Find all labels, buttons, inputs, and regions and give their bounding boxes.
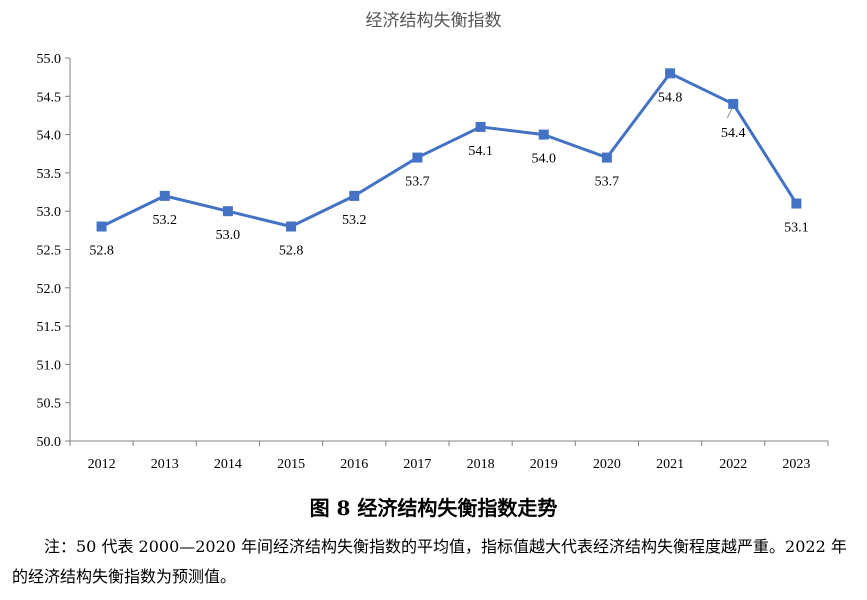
y-tick-label: 54.5 <box>37 90 62 105</box>
figure-caption: 图 8 经济结构失衡指数走势 <box>309 496 558 520</box>
data-point-marker <box>475 121 486 132</box>
y-tick-label: 52.0 <box>37 282 62 297</box>
footnote: 注：50 代表 2000—2020 年间经济结构失衡指数的平均值，指标值越大代表… <box>12 537 847 586</box>
data-label: 53.1 <box>784 221 809 236</box>
line-chart: 50.0 50.5 51.0 51.5 52.0 52.5 53.0 53.5 54.0 54.5… <box>37 52 829 472</box>
data-label: 54.4 <box>721 126 746 141</box>
data-label: 54.8 <box>658 90 683 105</box>
data-point-marker <box>538 129 549 140</box>
x-tick-label: 2018 <box>467 457 495 472</box>
x-tick-label: 2017 <box>403 457 431 472</box>
data-point-marker <box>96 221 107 232</box>
data-label: 54.0 <box>532 152 557 167</box>
y-tick-label: 51.0 <box>37 358 62 373</box>
y-tick-label: 55.0 <box>37 52 62 67</box>
label-leader-line <box>726 107 733 119</box>
chart-title: 经济结构失衡指数 <box>365 11 502 31</box>
data-point-marker <box>412 152 423 163</box>
y-tick-label: 53.5 <box>37 167 62 182</box>
data-labels: 52.8 53.2 53.0 52.8 53.2 53.7 54.1 54.0 53.7 54.8… <box>89 90 808 258</box>
x-tick-label: 2023 <box>782 457 810 472</box>
x-tick-label: 2021 <box>656 457 684 472</box>
x-tick-label: 2013 <box>151 457 179 472</box>
series-line <box>96 68 802 232</box>
data-label: 53.0 <box>216 228 241 243</box>
y-tick-label: 50.5 <box>37 397 62 412</box>
y-tick-label: 50.0 <box>37 435 62 450</box>
y-tick-label: 54.0 <box>37 129 62 144</box>
data-point-marker <box>159 190 170 201</box>
data-label: 53.7 <box>595 175 620 190</box>
x-tick-label: 2020 <box>593 457 621 472</box>
data-point-marker <box>349 190 360 201</box>
y-tick-label: 51.5 <box>37 320 62 335</box>
data-point-marker <box>286 221 297 232</box>
data-label: 52.8 <box>279 244 304 259</box>
data-label: 54.1 <box>468 144 493 159</box>
y-axis: 50.0 50.5 51.0 51.5 52.0 52.5 53.0 53.5 54.0 54.5… <box>37 52 71 450</box>
data-label: 53.2 <box>153 213 178 228</box>
data-point-marker <box>791 198 802 209</box>
data-point-marker <box>728 98 739 109</box>
x-tick-label: 2015 <box>277 457 305 472</box>
x-axis: 2012 2013 2014 2015 2016 2017 2018 2019 2020 2021… <box>69 440 829 472</box>
x-tick-label: 2012 <box>88 457 116 472</box>
x-tick-label: 2016 <box>340 457 368 472</box>
series-line-path <box>100 71 798 229</box>
data-label: 53.2 <box>342 213 367 228</box>
x-tick-label: 2022 <box>719 457 747 472</box>
data-point-marker <box>601 152 612 163</box>
data-label: 53.7 <box>405 175 430 190</box>
y-tick-label: 53.0 <box>37 205 62 220</box>
data-point-marker <box>665 68 676 79</box>
x-tick-label: 2019 <box>530 457 558 472</box>
y-tick-label: 52.5 <box>37 244 62 259</box>
data-label: 52.8 <box>89 244 114 259</box>
data-point-marker <box>222 206 233 217</box>
x-tick-label: 2014 <box>214 457 242 472</box>
